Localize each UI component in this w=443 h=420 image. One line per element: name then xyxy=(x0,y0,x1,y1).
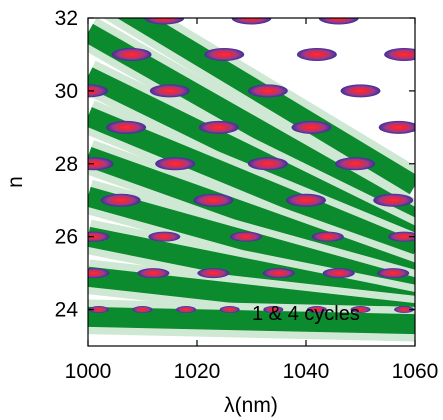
intensity-peak xyxy=(144,18,185,25)
intensity-peak xyxy=(137,268,170,279)
intensity-peak xyxy=(318,18,359,25)
intensity-peak xyxy=(340,84,381,98)
intensity-peak xyxy=(132,306,153,314)
intensity-peak xyxy=(322,268,355,279)
band-line xyxy=(88,306,415,335)
intensity-peak xyxy=(88,84,108,98)
intensity-peak xyxy=(247,84,288,98)
band-line xyxy=(88,186,415,298)
band-line xyxy=(88,67,415,246)
intensity-peak xyxy=(148,231,181,242)
intensity-peak xyxy=(219,306,240,314)
x-tick-label: 1040 xyxy=(283,360,330,383)
x-axis-label: λ(nm) xyxy=(224,394,278,417)
intensity-peak xyxy=(378,120,415,134)
intensity-peak xyxy=(197,268,230,279)
tick-layer: 1000 1020 1040 1060 24 26 28 30 32 xyxy=(55,7,439,383)
intensity-peak xyxy=(155,157,196,171)
intensity-peak xyxy=(384,47,415,61)
intensity-peak xyxy=(193,193,234,207)
cycles-annotation: 1 & 4 cycles xyxy=(252,303,360,325)
intensity-peak xyxy=(377,268,410,279)
intensity-peak xyxy=(263,306,284,314)
x-tick-label: 1060 xyxy=(392,360,439,383)
band-line xyxy=(88,23,415,228)
x-tick-label: 1020 xyxy=(174,360,221,383)
band-layer xyxy=(88,18,415,342)
intensity-peak xyxy=(230,231,263,242)
intensity-peak xyxy=(88,268,110,279)
intensity-peak xyxy=(306,306,327,314)
intensity-peak xyxy=(394,306,415,314)
y-tick-label: 28 xyxy=(55,153,78,176)
y-tick-label: 30 xyxy=(55,80,78,103)
intensity-peak xyxy=(176,306,197,314)
y-axis-label: n xyxy=(4,176,27,188)
intensity-peak xyxy=(231,18,272,25)
peak-layer xyxy=(88,18,415,314)
intensity-peak xyxy=(247,157,288,171)
intensity-peak xyxy=(111,47,152,61)
intensity-peak xyxy=(373,193,414,207)
y-tick-label: 32 xyxy=(55,7,78,30)
intensity-peak xyxy=(204,47,245,61)
intensity-peak xyxy=(296,47,337,61)
y-tick-label: 26 xyxy=(55,226,78,249)
intensity-peak xyxy=(88,306,109,314)
intensity-peak xyxy=(88,231,110,242)
intensity-peak xyxy=(335,157,376,171)
intensity-peak xyxy=(286,193,326,207)
y-tick-label: 24 xyxy=(55,299,79,322)
intensity-peak xyxy=(198,120,239,134)
intensity-peak xyxy=(262,268,295,279)
band-line xyxy=(88,147,415,283)
plot-frame xyxy=(87,17,416,347)
intensity-peak xyxy=(291,120,332,134)
intensity-peak xyxy=(149,84,190,98)
x-tick-label: 1000 xyxy=(65,360,112,383)
band-line xyxy=(88,107,415,261)
intensity-peak xyxy=(311,231,344,242)
intensity-peak xyxy=(106,120,147,134)
intensity-peak xyxy=(100,193,141,207)
intensity-peak xyxy=(350,306,371,314)
intensity-peak xyxy=(88,157,114,171)
intensity-peak xyxy=(388,231,415,242)
